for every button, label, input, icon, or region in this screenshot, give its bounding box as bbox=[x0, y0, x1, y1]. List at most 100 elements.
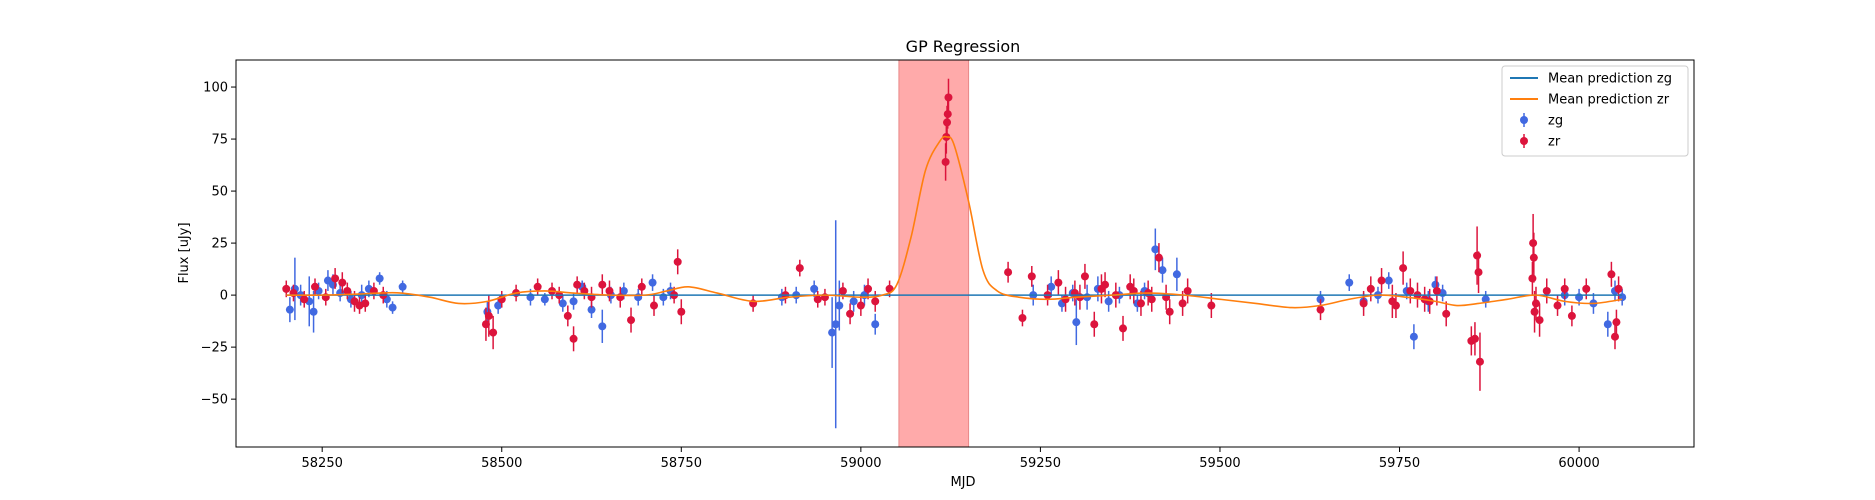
data-point bbox=[627, 316, 636, 325]
data-point bbox=[1207, 301, 1216, 310]
legend-entry-label: zr bbox=[1548, 135, 1561, 150]
chart-title: GP Regression bbox=[906, 37, 1021, 56]
data-point bbox=[398, 282, 407, 291]
data-point bbox=[795, 264, 804, 273]
data-point bbox=[489, 328, 498, 337]
data-point bbox=[1481, 295, 1490, 304]
data-point bbox=[1080, 272, 1089, 281]
data-point bbox=[1101, 280, 1110, 289]
data-point bbox=[1384, 276, 1393, 285]
legend-box bbox=[1501, 65, 1689, 157]
data-point bbox=[1061, 295, 1070, 304]
y-tick-label: −50 bbox=[201, 393, 228, 408]
data-point bbox=[1528, 274, 1537, 283]
data-point bbox=[605, 286, 614, 295]
data-point bbox=[484, 311, 493, 320]
data-point bbox=[673, 257, 682, 266]
data-point bbox=[1172, 270, 1181, 279]
data-point bbox=[835, 301, 844, 310]
data-point bbox=[1366, 284, 1375, 293]
data-point bbox=[637, 282, 646, 291]
data-point bbox=[494, 301, 503, 310]
data-point bbox=[1567, 311, 1576, 320]
data-point bbox=[1345, 278, 1354, 287]
data-point bbox=[648, 278, 657, 287]
highlight-region bbox=[898, 60, 970, 447]
data-point bbox=[1158, 266, 1167, 275]
data-point bbox=[828, 328, 837, 337]
data-point bbox=[1165, 307, 1174, 316]
data-point bbox=[1151, 245, 1160, 254]
line-mean-prediction-zr bbox=[286, 135, 1623, 309]
data-point bbox=[1047, 282, 1056, 291]
data-point bbox=[1614, 284, 1623, 293]
data-point bbox=[1119, 324, 1128, 333]
data-point bbox=[598, 280, 607, 289]
x-tick-label: 60000 bbox=[1558, 456, 1599, 471]
data-point bbox=[1530, 307, 1539, 316]
data-point bbox=[361, 299, 370, 308]
x-tick-label: 59500 bbox=[1199, 456, 1240, 471]
data-point bbox=[1542, 286, 1551, 295]
data-point bbox=[563, 311, 572, 320]
legend-marker-swatch bbox=[1520, 137, 1528, 145]
data-point bbox=[1072, 318, 1081, 327]
data-point bbox=[540, 295, 549, 304]
data-point bbox=[1442, 309, 1451, 318]
data-point bbox=[810, 284, 819, 293]
legend-entry-label: zg bbox=[1548, 114, 1563, 129]
data-point bbox=[573, 280, 582, 289]
y-axis-label: Flux [uJy] bbox=[177, 222, 192, 283]
data-point bbox=[1582, 284, 1591, 293]
data-point bbox=[388, 303, 397, 312]
data-point bbox=[1529, 253, 1538, 262]
data-point bbox=[941, 157, 950, 166]
data-point bbox=[1377, 276, 1386, 285]
data-point bbox=[1154, 253, 1163, 262]
y-tick-label: 50 bbox=[211, 185, 228, 200]
data-point bbox=[1432, 286, 1441, 295]
data-point bbox=[481, 320, 490, 329]
data-point bbox=[311, 282, 320, 291]
data-point bbox=[285, 305, 294, 314]
data-point bbox=[1409, 332, 1418, 341]
data-point bbox=[1104, 297, 1113, 306]
data-point bbox=[1399, 264, 1408, 273]
data-point bbox=[1359, 299, 1368, 308]
data-point bbox=[300, 295, 309, 304]
x-tick-label: 58250 bbox=[302, 456, 343, 471]
data-point bbox=[282, 284, 291, 293]
data-point bbox=[871, 297, 880, 306]
data-point bbox=[1090, 320, 1099, 329]
data-point bbox=[1004, 268, 1013, 277]
x-axis-label: MJD bbox=[950, 475, 975, 490]
data-point bbox=[1406, 286, 1415, 295]
data-point bbox=[1054, 278, 1063, 287]
data-point bbox=[1607, 270, 1616, 279]
data-point bbox=[1535, 316, 1544, 325]
data-point bbox=[838, 286, 847, 295]
data-point bbox=[1027, 272, 1036, 281]
data-point bbox=[871, 320, 880, 329]
legend-marker-swatch bbox=[1520, 116, 1528, 124]
data-point bbox=[849, 297, 858, 306]
data-point bbox=[856, 301, 865, 310]
data-point bbox=[846, 309, 855, 318]
legend: Mean prediction zg Mean prediction zr zg zr bbox=[1501, 65, 1689, 157]
data-point bbox=[650, 301, 659, 310]
data-point bbox=[864, 284, 873, 293]
data-point bbox=[558, 299, 567, 308]
data-point bbox=[1183, 286, 1192, 295]
data-point bbox=[677, 307, 686, 316]
y-tick-label: 25 bbox=[211, 237, 228, 252]
data-point bbox=[1018, 314, 1027, 322]
x-tick-label: 59750 bbox=[1379, 456, 1420, 471]
data-point bbox=[1316, 305, 1325, 314]
x-tick-label: 58750 bbox=[661, 456, 702, 471]
data-point bbox=[944, 93, 953, 102]
y-tick-label: −25 bbox=[201, 341, 228, 356]
data-point bbox=[587, 305, 596, 314]
data-point bbox=[1473, 251, 1482, 260]
data-point bbox=[813, 295, 822, 304]
